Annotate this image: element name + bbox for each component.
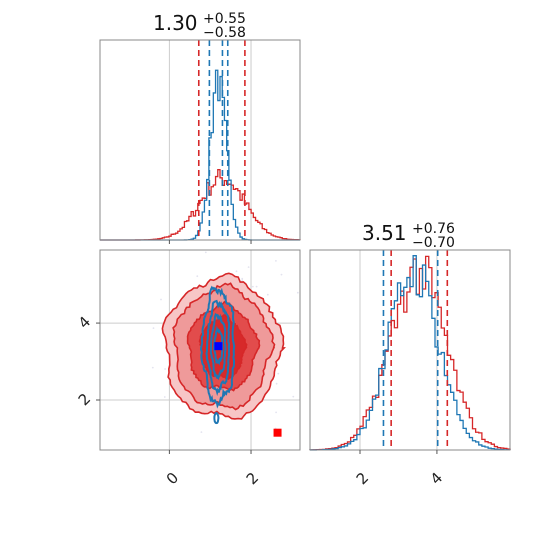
marginal-y-panel: 2 4 3.51 +0.76 −0.70 xyxy=(309,221,511,488)
marginal-y-quantile-lines xyxy=(382,250,449,450)
marginal-y-blue-histogram xyxy=(309,255,511,451)
marginal-y-frame xyxy=(309,249,511,451)
joint-sample-dot xyxy=(255,285,258,288)
joint-panel: 0 2 4 2 xyxy=(75,249,301,488)
joint-xtick-label-2: 2 xyxy=(243,469,262,488)
marginal-y-xtick-label-4: 4 xyxy=(427,469,446,488)
joint-sample-dot xyxy=(151,366,154,369)
marginal-x-quantile-lines xyxy=(197,40,246,240)
joint-sample-dot xyxy=(235,270,238,273)
joint-sample-dot xyxy=(277,372,280,375)
joint-sample-dot xyxy=(200,431,203,433)
joint-sample-dot xyxy=(275,382,278,385)
marginal-y-ticks xyxy=(359,450,438,454)
joint-sample-dot xyxy=(275,411,277,414)
marginal-x-panel: 1.30 +0.55 −0.58 xyxy=(99,11,301,244)
joint-sample-dot xyxy=(163,396,166,398)
marginal-x-frame xyxy=(99,39,301,241)
joint-sample-dot xyxy=(247,266,250,268)
joint-sample-dot xyxy=(292,395,295,398)
joint-sample-dot xyxy=(196,275,199,278)
marginal-x-title-minus: −0.58 xyxy=(203,25,246,41)
joint-sample-dot xyxy=(296,291,299,294)
joint-blue-contour-3 xyxy=(213,325,224,366)
marginal-x-axes xyxy=(100,40,300,240)
joint-blue-contour-islet xyxy=(213,411,220,425)
joint-sample-dot xyxy=(266,293,269,296)
joint-xtick-label-0: 0 xyxy=(163,469,182,488)
joint-truth-markers xyxy=(214,342,282,437)
marginal-y-xtick-label-2: 2 xyxy=(353,469,372,488)
marginal-y-title-minus: −0.70 xyxy=(412,235,455,251)
joint-sample-dot xyxy=(280,273,283,276)
marginal-x-grid xyxy=(168,40,252,240)
joint-sample-dot xyxy=(152,327,155,329)
joint-blue-contour-0 xyxy=(199,285,236,409)
joint-ticks xyxy=(96,322,252,454)
joint-ytick-label-4: 4 xyxy=(75,313,94,332)
joint-sample-dot xyxy=(160,298,162,301)
joint-sample-dot xyxy=(241,277,244,280)
joint-frame xyxy=(99,249,301,451)
marginal-x-ticks xyxy=(168,240,252,244)
marginal-x-title-plus: +0.55 xyxy=(203,11,246,27)
marginal-x-title-value: 1.30 xyxy=(153,11,198,35)
joint-sample-dot xyxy=(275,260,277,262)
joint-truth-marker-0 xyxy=(273,428,282,437)
joint-sample-dot xyxy=(204,251,207,254)
joint-truth-marker-1 xyxy=(214,342,223,351)
marginal-y-title-plus: +0.76 xyxy=(412,221,455,237)
joint-sample-dot xyxy=(164,368,167,370)
marginal-y-title-value: 3.51 xyxy=(362,221,407,245)
joint-blue-contours xyxy=(199,285,236,425)
joint-blue-contour-1 xyxy=(205,299,231,397)
joint-sample-dot xyxy=(241,279,244,282)
joint-ytick-label-2: 2 xyxy=(75,390,94,409)
joint-blue-contour-2 xyxy=(209,312,227,381)
joint-sample-dot xyxy=(251,285,254,288)
